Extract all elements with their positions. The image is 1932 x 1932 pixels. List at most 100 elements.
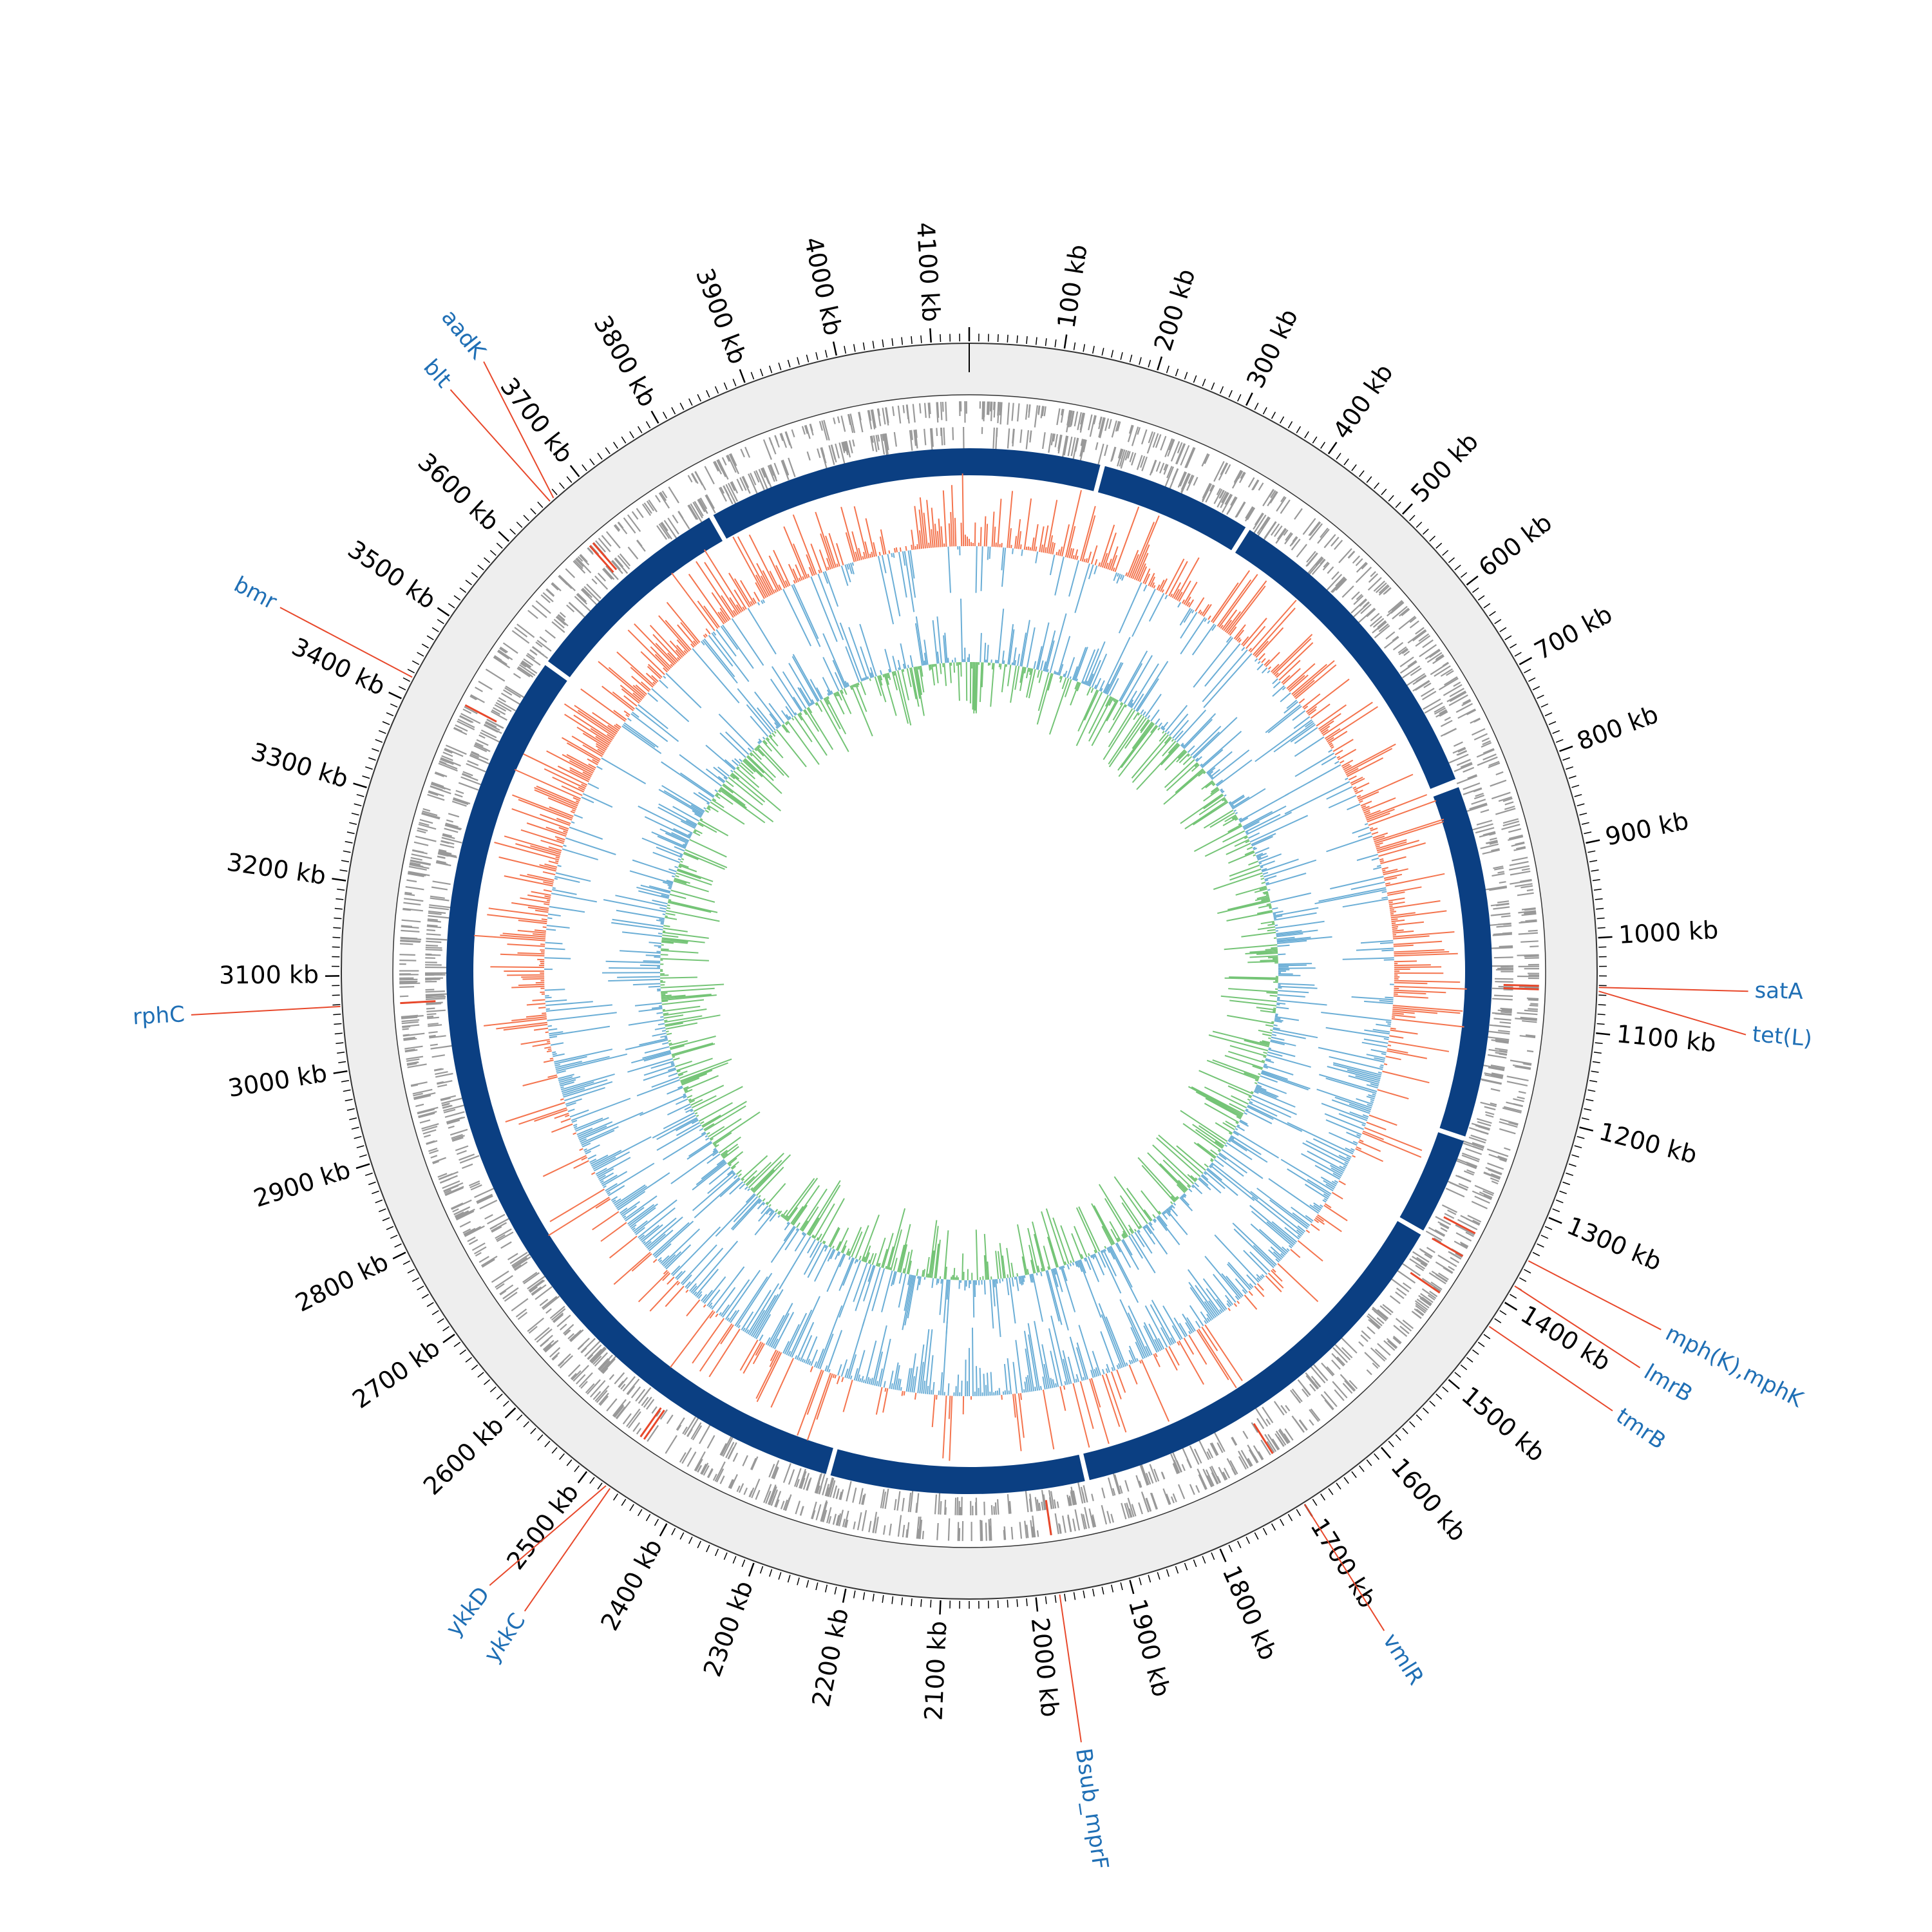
tick-label: 500 kb	[1405, 427, 1484, 507]
gene-leader-line	[1598, 987, 1748, 992]
contig-segment	[446, 665, 833, 1474]
cds-resistance-mark	[464, 704, 497, 723]
tick-label: 1100 kb	[1615, 1019, 1718, 1057]
tick-label: 1300 kb	[1563, 1211, 1666, 1276]
gene-leader-line	[279, 607, 413, 678]
inner-ring-line	[392, 394, 1546, 1548]
cds-resistance-mark	[1045, 1500, 1052, 1536]
tick-label: 1500 kb	[1456, 1381, 1550, 1467]
gene-label: ykkC	[479, 1609, 531, 1667]
tick-label: 2900 kb	[251, 1155, 354, 1213]
contig-segment	[1399, 1132, 1464, 1231]
cds-resistance-mark	[592, 542, 618, 571]
gene-label: ykkD	[441, 1582, 495, 1641]
cds-resistance-mark	[643, 1409, 665, 1440]
gene-label: Bsub_mprF	[1070, 1747, 1113, 1871]
gene-leader-line	[450, 389, 551, 502]
tick-label: 1400 kb	[1516, 1300, 1616, 1376]
gene-label: tmrB	[1611, 1403, 1671, 1455]
tick-label: 3600 kb	[412, 448, 504, 536]
cds-reverse-strand	[424, 426, 1514, 1516]
contig-segment	[1083, 1221, 1421, 1481]
gc-content-plot	[473, 473, 1467, 1461]
tick-label: 3000 kb	[226, 1059, 329, 1103]
gc-skew-plot	[601, 598, 1332, 1338]
tick-label: 4100 kb	[911, 222, 945, 323]
tick-label: 3300 kb	[248, 737, 352, 793]
tick-label: 1200 kb	[1596, 1117, 1700, 1170]
gene-leader-line	[191, 1005, 341, 1016]
tick-label: 1800 kb	[1217, 1562, 1283, 1665]
tick-label: 100 kb	[1052, 243, 1092, 330]
cds-resistance-mark	[639, 1407, 662, 1437]
gene-label: vmlR	[1378, 1629, 1429, 1689]
tick-label: 800 kb	[1573, 700, 1662, 756]
tick-label: 3500 kb	[343, 535, 441, 614]
tick-label: 2300 kb	[698, 1577, 759, 1681]
tick-label: 2800 kb	[291, 1247, 393, 1318]
gene-leader-line	[1488, 1325, 1613, 1412]
gene-label: bmr	[230, 571, 281, 614]
tick-label: 900 kb	[1603, 806, 1691, 851]
cds-resistance-mark	[1432, 1237, 1464, 1257]
gc-content-below-average	[544, 546, 1394, 1397]
major-ticks	[325, 327, 1613, 1615]
tick-label: 2200 kb	[807, 1606, 855, 1710]
gene-leader-line	[1598, 990, 1747, 1036]
tick-label: 2000 kb	[1026, 1616, 1065, 1719]
tick-label: 3800 kb	[588, 311, 662, 412]
tick-label: 600 kb	[1473, 508, 1557, 582]
gc-skew-positive	[659, 661, 1278, 1281]
backbone-ring	[341, 343, 1598, 1600]
gene-label: lmrB	[1640, 1359, 1697, 1407]
contig-segment	[969, 448, 1101, 491]
gene-label: aadK	[436, 305, 491, 365]
contig-segment	[1433, 787, 1492, 1137]
contig-track	[446, 448, 1492, 1495]
cds-track	[399, 401, 1540, 1542]
tick-label: 300 kb	[1241, 305, 1303, 393]
tick-label: 1700 kb	[1305, 1513, 1382, 1613]
gene-leader-line	[483, 361, 554, 498]
gene-leader-line	[1303, 1504, 1385, 1631]
cds-resistance-mark	[1410, 1272, 1441, 1294]
tick-label: 200 kb	[1149, 265, 1201, 354]
gene-leader-line	[1059, 1594, 1082, 1743]
tick-label: 1000 kb	[1618, 916, 1719, 949]
tick-label: 2100 kb	[919, 1620, 952, 1721]
tick-label: 400 kb	[1327, 359, 1399, 444]
contig-segment	[713, 448, 969, 539]
gene-label: rphC	[132, 1001, 185, 1030]
tick-label: 2400 kb	[595, 1534, 668, 1635]
gc-content-above-average	[473, 473, 1467, 1461]
cds-forward-strand	[399, 401, 1540, 1542]
tick-label: 3900 kb	[690, 265, 752, 368]
contig-segment	[1097, 466, 1246, 551]
contig-segment	[548, 517, 723, 677]
cds-resistance-mark	[1503, 987, 1539, 990]
cds-resistance-mark	[589, 545, 614, 573]
gene-label: satA	[1754, 978, 1803, 1005]
gene-leader-line	[1514, 1285, 1641, 1368]
tick-label: 3200 kb	[225, 848, 328, 890]
tick-label: 4000 kb	[799, 234, 848, 338]
cds-resistance-mark	[1253, 1423, 1274, 1454]
tick-label: 2600 kb	[418, 1411, 509, 1501]
gene-label: tet(L)	[1751, 1021, 1813, 1052]
tick-label: 3100 kb	[219, 960, 319, 989]
tick-label: 2700 kb	[347, 1333, 445, 1414]
cds-resistance-mark	[1443, 1216, 1476, 1235]
tick-label: 1600 kb	[1385, 1453, 1472, 1547]
tick-label: 3400 kb	[287, 632, 390, 701]
tick-label: 1900 kb	[1123, 1596, 1176, 1700]
contig-segment	[830, 1449, 1085, 1495]
gene-label: blt	[418, 354, 456, 393]
contig-segment	[1235, 529, 1456, 789]
cds-resistance-mark	[400, 1000, 436, 1005]
gene-leader-line	[524, 1488, 611, 1612]
gc-skew-negative	[601, 598, 1332, 1338]
gene-leader-line	[1528, 1260, 1662, 1331]
tick-label: 700 kb	[1530, 600, 1617, 665]
